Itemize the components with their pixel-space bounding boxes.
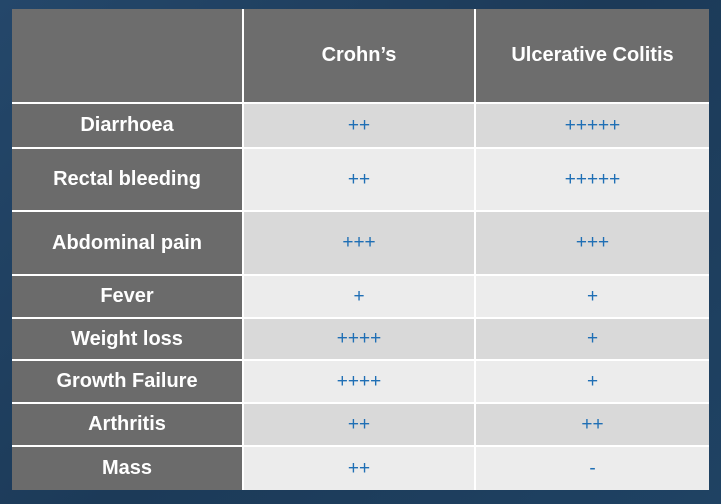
- cell-value: +++: [476, 212, 709, 274]
- row-label: Fever: [12, 276, 242, 317]
- row-label: Arthritis: [12, 404, 242, 445]
- cell-value: ++: [244, 447, 474, 490]
- row-label: Abdominal pain: [12, 212, 242, 274]
- cell-value: ++: [476, 404, 709, 445]
- cell-value: +++++: [476, 149, 709, 210]
- cell-value: ++++: [244, 319, 474, 359]
- row-label: Rectal bleeding: [12, 149, 242, 210]
- cell-value: +: [244, 276, 474, 317]
- row-label: Weight loss: [12, 319, 242, 359]
- table: Crohn’s Ulcerative Colitis Diarrhoea ++ ++++…: [12, 9, 709, 490]
- cell-value: +++: [244, 212, 474, 274]
- cell-value: ++: [244, 404, 474, 445]
- cell-value: ++++: [244, 361, 474, 402]
- row-label: Growth Failure: [12, 361, 242, 402]
- cell-value: ++: [244, 104, 474, 147]
- column-header: Ulcerative Colitis: [476, 9, 709, 102]
- cell-value: +: [476, 319, 709, 359]
- header-corner: [12, 9, 242, 102]
- cell-value: +: [476, 276, 709, 317]
- cell-value: +++++: [476, 104, 709, 147]
- column-header: Crohn’s: [244, 9, 474, 102]
- row-label: Mass: [12, 447, 242, 490]
- cell-value: +: [476, 361, 709, 402]
- cell-value: -: [476, 447, 709, 490]
- row-label: Diarrhoea: [12, 104, 242, 147]
- cell-value: ++: [244, 149, 474, 210]
